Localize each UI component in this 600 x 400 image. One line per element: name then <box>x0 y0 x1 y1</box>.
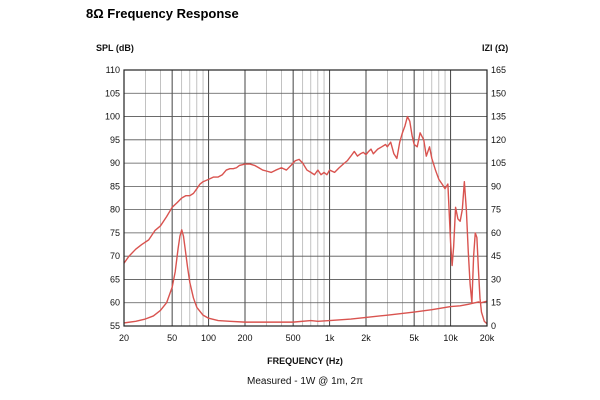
y-axis-left-label: SPL (dB) <box>96 43 134 53</box>
chart-frame <box>123 69 488 327</box>
y-right-tick-label: 90 <box>491 181 501 191</box>
chart-grid <box>123 69 488 327</box>
y-right-tick-label: 60 <box>491 228 501 238</box>
y-left-tick-label: 55 <box>110 321 120 331</box>
impedance-curve <box>123 229 488 324</box>
y-axis-right-label: IZI (Ω) <box>482 43 508 53</box>
plot-frame <box>123 69 488 327</box>
x-tick-label: 5k <box>409 333 419 343</box>
y-left-tick-label: 75 <box>110 228 120 238</box>
x-tick-label: 10k <box>443 333 458 343</box>
x-tick-label: 200 <box>237 333 252 343</box>
x-tick-label: 2k <box>361 333 371 343</box>
y-left-tick-label: 85 <box>110 181 120 191</box>
x-tick-label: 1k <box>325 333 335 343</box>
y-left-tick-label: 65 <box>110 274 120 284</box>
y-left-tick-label: 90 <box>110 158 120 168</box>
x-tick-label: 50 <box>167 333 177 343</box>
chart-curves <box>123 115 488 325</box>
x-axis-label: FREQUENCY (Hz) <box>267 356 343 366</box>
y-right-tick-label: 135 <box>491 112 506 122</box>
spl-curve <box>123 115 488 325</box>
y-left-tick-label: 70 <box>110 251 120 261</box>
chart-tick-labels: 20 50 100 200 500 1k 2k 5k 10k 20k 110 105 100 95 90 85… <box>105 65 506 343</box>
y-right-tick-label: 120 <box>491 135 506 145</box>
page-title: 8Ω Frequency Response <box>86 6 239 21</box>
y-right-tick-label: 75 <box>491 205 501 215</box>
y-left-tick-label: 95 <box>110 135 120 145</box>
chart-subtitle: Measured - 1W @ 1m, 2π <box>247 376 363 387</box>
x-tick-label: 100 <box>201 333 216 343</box>
y-left-tick-label: 110 <box>106 65 120 75</box>
y-left-tick-label: 105 <box>105 88 120 98</box>
y-right-tick-label: 30 <box>491 274 501 284</box>
y-right-tick-label: 150 <box>491 88 506 98</box>
x-tick-label: 500 <box>286 333 301 343</box>
y-right-tick-label: 15 <box>491 298 501 308</box>
y-right-tick-label: 0 <box>491 321 496 331</box>
x-tick-label: 20 <box>119 333 129 343</box>
y-right-tick-label: 45 <box>491 251 501 261</box>
y-right-tick-label: 105 <box>491 158 506 168</box>
y-left-tick-label: 100 <box>105 112 120 122</box>
y-right-tick-label: 165 <box>491 65 506 75</box>
y-left-tick-label: 60 <box>110 298 120 308</box>
x-tick-label: 20k <box>480 333 495 343</box>
y-left-tick-label: 80 <box>110 205 120 215</box>
